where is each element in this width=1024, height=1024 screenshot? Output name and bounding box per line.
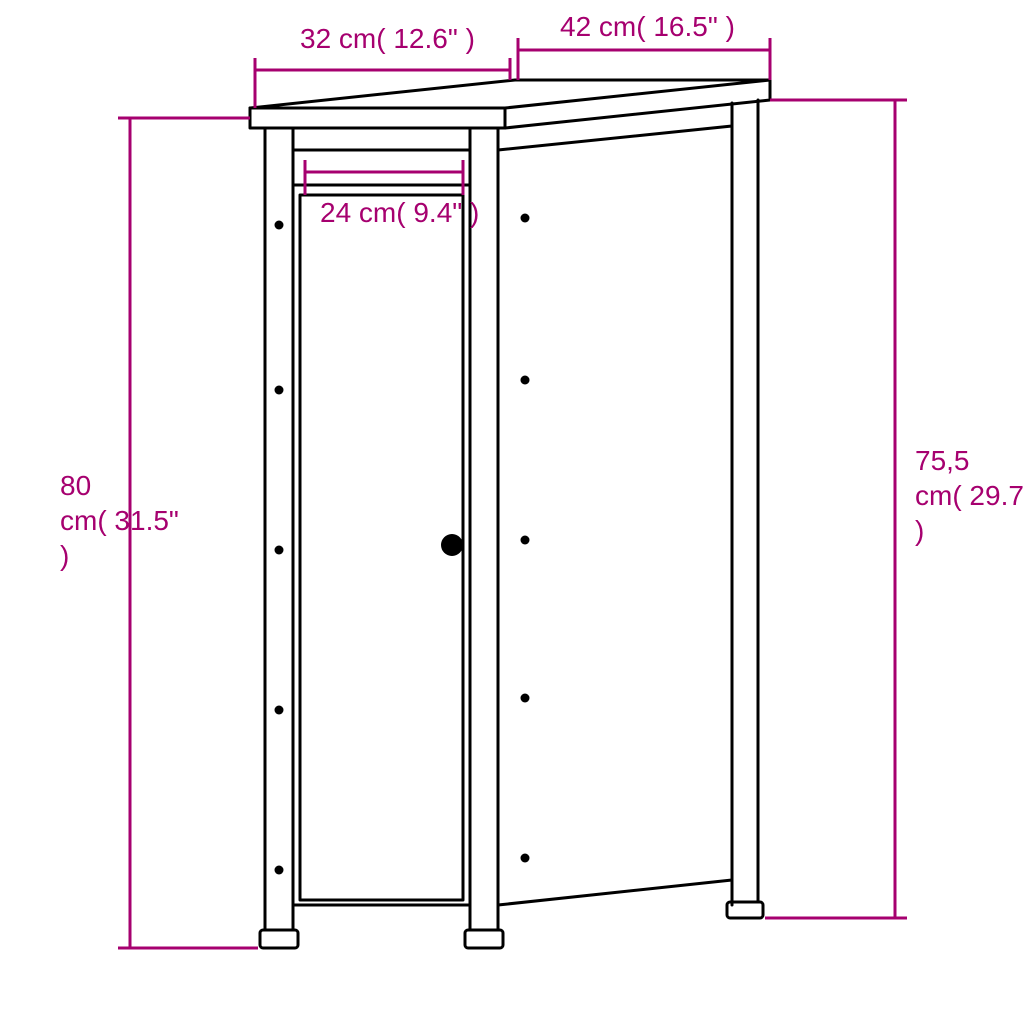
dimension-annotations: 32 cm( 12.6" ) 42 cm( 16.5" ) 24 cm( 9.4… xyxy=(60,11,1024,948)
dim-height-body-label-3: ) xyxy=(915,515,924,546)
dim-height-full-label-1: 80 xyxy=(60,470,91,501)
dim-width-label: 42 cm( 16.5" ) xyxy=(560,11,735,42)
dim-height-full-label-2: cm( 31.5" xyxy=(60,505,179,536)
dim-height-body-label-1: 75,5 xyxy=(915,445,970,476)
screw-holes-left xyxy=(275,221,284,875)
dim-depth-label: 32 cm( 12.6" ) xyxy=(300,23,475,54)
dim-door-width-label: 24 cm( 9.4" ) xyxy=(320,197,479,228)
dim-width: 42 cm( 16.5" ) xyxy=(518,11,770,80)
dim-height-full-label-3: ) xyxy=(60,540,69,571)
dim-height-body-label-2: cm( 29.7" xyxy=(915,480,1024,511)
door-knob xyxy=(441,534,463,556)
dim-height-body: 75,5 cm( 29.7" ) xyxy=(765,100,1024,918)
cabinet-dimension-diagram: 32 cm( 12.6" ) 42 cm( 16.5" ) 24 cm( 9.4… xyxy=(0,0,1024,1024)
screw-holes-side xyxy=(521,214,530,863)
dim-height-full: 80 cm( 31.5" ) xyxy=(60,118,258,948)
